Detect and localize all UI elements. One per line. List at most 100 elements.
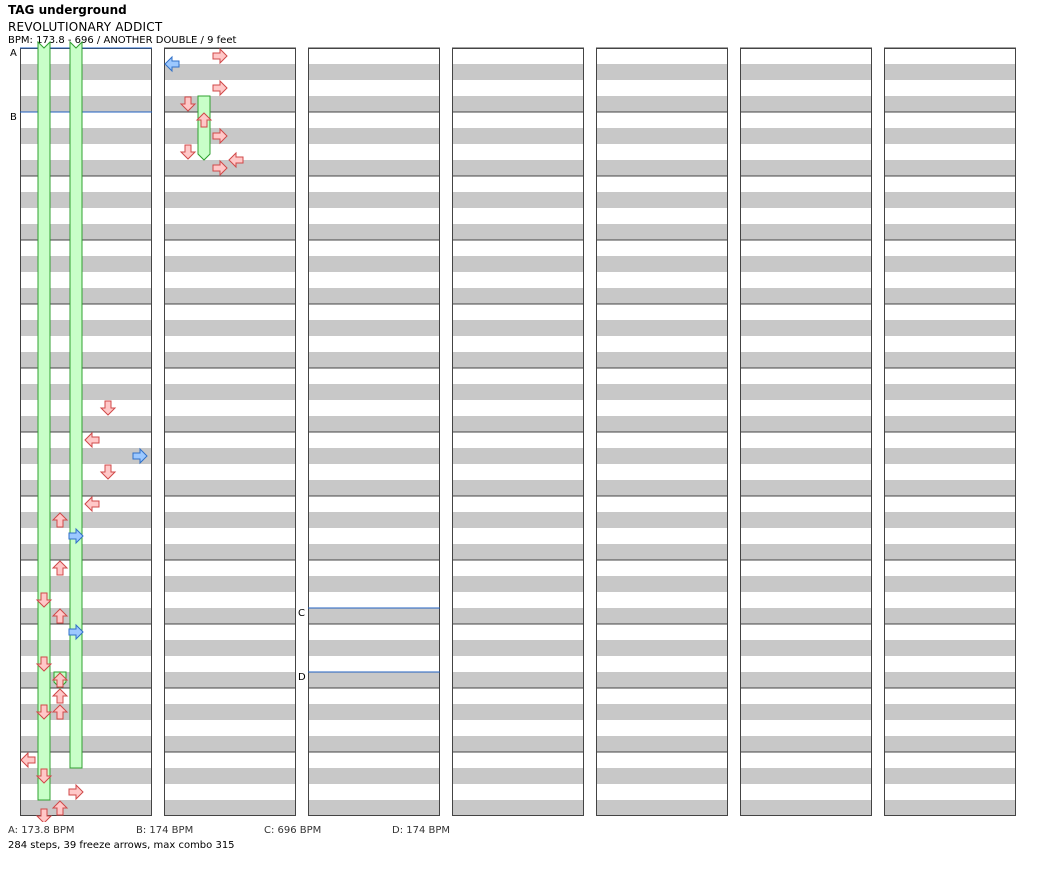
beat-stripe: [20, 336, 152, 352]
beat-stripe: [452, 496, 584, 512]
beat-stripe: [596, 336, 728, 352]
step-arrow-icon: [132, 447, 148, 465]
beat-stripe: [740, 560, 872, 576]
beat-stripe: [452, 528, 584, 544]
beat-stripe: [452, 400, 584, 416]
beat-stripe: [740, 736, 872, 752]
beat-stripe: [164, 208, 296, 224]
beat-stripe: [596, 48, 728, 64]
step-arrow-icon: [212, 47, 228, 65]
beat-stripe: [596, 224, 728, 240]
beat-stripe: [452, 448, 584, 464]
beat-stripe: [452, 800, 584, 816]
beat-stripe: [740, 224, 872, 240]
beat-stripe: [308, 656, 440, 672]
step-chart: A B C D: [10, 40, 1016, 822]
beat-stripe: [452, 288, 584, 304]
beat-stripe: [884, 96, 1016, 112]
beat-stripe: [308, 768, 440, 784]
beat-stripe: [164, 672, 296, 688]
beat-stripe: [164, 640, 296, 656]
step-arrow-icon: [68, 623, 84, 641]
beat-stripe: [20, 544, 152, 560]
beat-stripe: [20, 624, 152, 640]
beat-stripe: [740, 592, 872, 608]
beat-stripe: [740, 480, 872, 496]
step-arrow-icon: [51, 800, 69, 816]
beat-stripe: [308, 80, 440, 96]
beat-stripe: [164, 272, 296, 288]
beat-stripe: [596, 144, 728, 160]
beat-stripe: [164, 624, 296, 640]
beat-stripe: [308, 368, 440, 384]
beat-stripe: [740, 288, 872, 304]
beat-stripe: [740, 416, 872, 432]
beat-stripe: [164, 352, 296, 368]
beat-stripe: [20, 720, 152, 736]
beat-stripe: [452, 160, 584, 176]
beat-stripe: [596, 496, 728, 512]
beat-stripe: [452, 144, 584, 160]
step-arrow-icon: [212, 79, 228, 97]
beat-stripe: [596, 112, 728, 128]
beat-stripe: [308, 96, 440, 112]
beat-stripe: [884, 624, 1016, 640]
beat-stripe: [740, 128, 872, 144]
beat-stripe: [452, 560, 584, 576]
beat-stripe: [308, 400, 440, 416]
beat-stripe: [740, 208, 872, 224]
bpm-legend-b: B: 174 BPM: [136, 825, 194, 836]
beat-stripe: [164, 752, 296, 768]
beat-stripe: [164, 224, 296, 240]
beat-stripe: [452, 192, 584, 208]
beat-stripe: [884, 416, 1016, 432]
beat-stripe: [452, 336, 584, 352]
beat-stripe: [308, 528, 440, 544]
beat-stripe: [740, 272, 872, 288]
beat-stripe: [596, 416, 728, 432]
beat-stripe: [308, 336, 440, 352]
step-arrow-icon: [179, 96, 197, 112]
beat-stripe: [884, 512, 1016, 528]
beat-stripe: [740, 576, 872, 592]
beat-stripe: [884, 464, 1016, 480]
step-arrow-icon: [68, 527, 84, 545]
beat-stripe: [884, 688, 1016, 704]
beat-stripe: [884, 400, 1016, 416]
beat-stripe: [308, 144, 440, 160]
beat-stripe: [452, 704, 584, 720]
beat-stripe: [740, 144, 872, 160]
step-arrow-icon: [51, 560, 69, 576]
beat-stripe: [164, 448, 296, 464]
beat-stripe: [452, 384, 584, 400]
beat-stripe: [20, 240, 152, 256]
step-arrow-icon: [179, 144, 197, 160]
beat-stripe: [308, 288, 440, 304]
beat-stripe: [20, 256, 152, 272]
beat-stripe: [452, 96, 584, 112]
freeze-arrow: [69, 40, 83, 769]
beat-stripe: [884, 144, 1016, 160]
beat-stripe: [20, 208, 152, 224]
beat-stripe: [164, 96, 296, 112]
beat-stripe: [740, 400, 872, 416]
beat-stripe: [596, 656, 728, 672]
beat-stripe: [596, 560, 728, 576]
beat-stripe: [596, 480, 728, 496]
beat-stripe: [596, 320, 728, 336]
beat-stripe: [20, 560, 152, 576]
beat-stripe: [308, 800, 440, 816]
beat-stripe: [452, 688, 584, 704]
beat-stripe: [884, 576, 1016, 592]
bpm-legend-a: A: 173.8 BPM: [8, 825, 75, 836]
beat-stripe: [308, 608, 440, 624]
beat-stripe: [884, 448, 1016, 464]
freeze-arrow: [197, 95, 211, 161]
beat-stripe: [884, 608, 1016, 624]
beat-stripe: [308, 576, 440, 592]
bpm-marker-label: C: [298, 608, 305, 619]
beat-stripe: [596, 544, 728, 560]
beat-stripe: [308, 256, 440, 272]
beat-stripe: [884, 752, 1016, 768]
beat-stripe: [884, 336, 1016, 352]
